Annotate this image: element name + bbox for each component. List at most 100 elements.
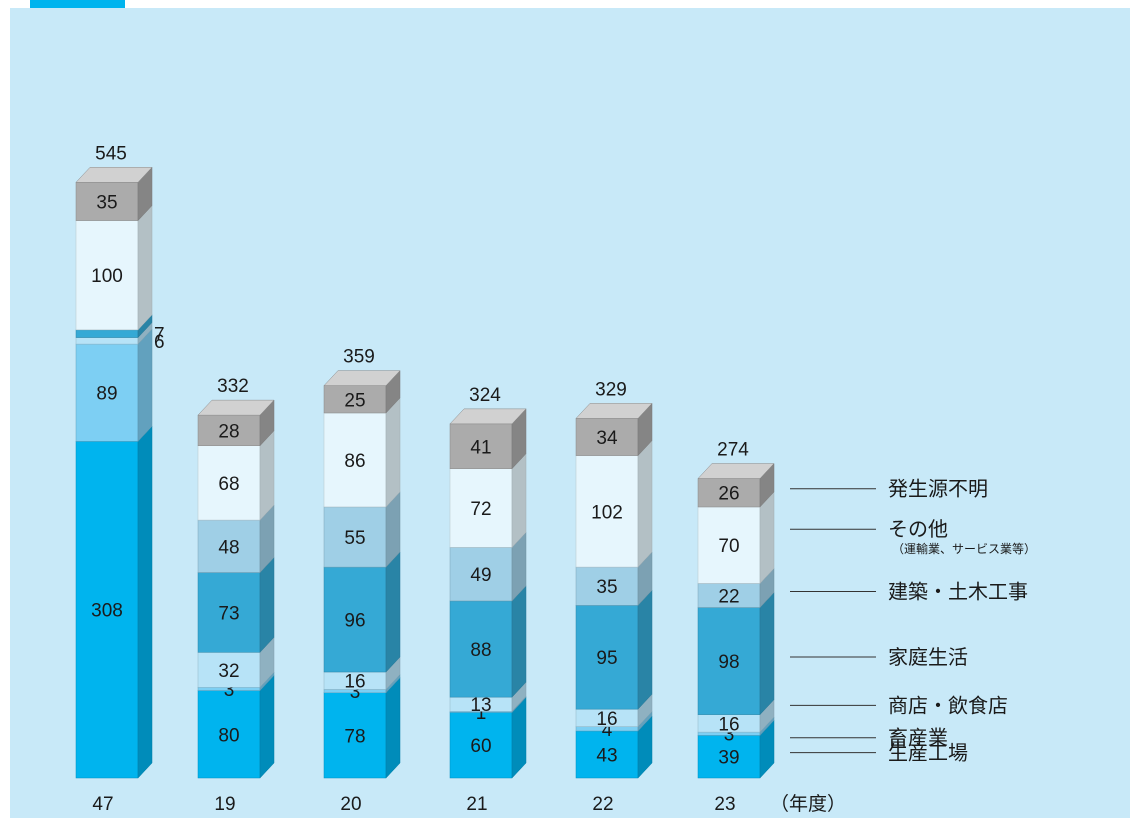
legend-label: 商店・飲食店 bbox=[888, 694, 1008, 717]
bar-segment-front bbox=[697, 506, 761, 584]
bar-total-label: 329 bbox=[595, 379, 627, 400]
x-tick-label: 47 bbox=[92, 794, 113, 815]
bar-value-label: 68 bbox=[218, 474, 239, 495]
legend-label: 畜産業 bbox=[888, 727, 948, 750]
bar-value-label: 55 bbox=[344, 528, 365, 549]
bar-segment: 72 bbox=[449, 453, 527, 549]
bar-segment-front bbox=[449, 600, 513, 698]
bar-value-label: 16 bbox=[344, 672, 365, 693]
bar-segment-front bbox=[449, 423, 513, 469]
bar-segment-front bbox=[75, 329, 139, 338]
bar-segment: 89 bbox=[75, 328, 153, 442]
bar-value-label: 3 bbox=[724, 725, 735, 746]
x-tick-label: 21 bbox=[466, 794, 487, 815]
bar-segment-top bbox=[575, 403, 653, 419]
x-unit-label: （年度） bbox=[770, 793, 846, 815]
bar-stack-22: 43 416 95 35 102 34 329 bbox=[575, 379, 653, 779]
bar-value-label: 41 bbox=[470, 437, 491, 458]
legend-sublabel: （運輸業、サービス業等） bbox=[892, 541, 1036, 556]
bar-value-label: 98 bbox=[718, 652, 739, 673]
bar-value-label: 88 bbox=[470, 640, 491, 661]
legend-label: 生産工場 bbox=[888, 742, 968, 765]
bar-segment-front bbox=[575, 418, 639, 456]
legend-item: 商店・飲食店 bbox=[790, 694, 1008, 717]
bar-segment-front bbox=[197, 572, 261, 653]
x-tick-label: 23 bbox=[714, 794, 735, 815]
bar-stack-47: 308 89 67 100 35 545 bbox=[75, 143, 165, 779]
bar-segment-front bbox=[323, 412, 387, 508]
bar-value-label: 13 bbox=[470, 695, 491, 716]
bar-segment-front bbox=[197, 690, 261, 779]
bar-value-label: 72 bbox=[470, 499, 491, 520]
bar-total-label: 332 bbox=[217, 376, 249, 397]
bar-value-label: 28 bbox=[218, 421, 239, 442]
bar-segment: 35 bbox=[75, 166, 153, 222]
bar-value-label: 100 bbox=[91, 266, 123, 287]
bar-value-label: 49 bbox=[470, 565, 491, 586]
bar-value-label: 22 bbox=[718, 586, 739, 607]
legend-label: 建築・土木工事 bbox=[888, 580, 1028, 603]
bar-value-label: 7 bbox=[154, 325, 165, 346]
bar-segment-top bbox=[75, 167, 153, 183]
bar-total-label: 274 bbox=[717, 440, 749, 461]
header-tab bbox=[30, 0, 125, 10]
bar-value-label: 102 bbox=[591, 502, 623, 523]
bar-segment-side bbox=[385, 677, 401, 779]
x-tick-label: 20 bbox=[340, 794, 361, 815]
bar-segment-front bbox=[449, 712, 513, 779]
legend-item: 発生源不明 bbox=[790, 478, 988, 501]
bar-segment-side bbox=[259, 674, 275, 779]
bar-segment-side bbox=[259, 430, 275, 521]
bar-segment-side bbox=[137, 425, 153, 779]
bar-segment: 88 bbox=[449, 585, 527, 698]
x-tick-label: 19 bbox=[214, 794, 235, 815]
bar-value-label: 78 bbox=[344, 726, 365, 747]
bar-segment: 96 bbox=[323, 551, 401, 673]
bar-segment-top bbox=[197, 399, 275, 416]
bar-segment-front bbox=[575, 566, 639, 606]
bar-segment: 26 bbox=[697, 462, 775, 508]
bar-segment-front bbox=[449, 547, 513, 602]
legend-item: 生産工場 bbox=[790, 742, 968, 765]
bar-segment: 86 bbox=[323, 397, 401, 508]
bar-segment-side bbox=[637, 589, 653, 710]
bar-segment-side bbox=[511, 453, 527, 549]
bar-segment-top bbox=[697, 463, 775, 479]
bar-segment: 25 bbox=[323, 369, 401, 414]
bar-value-label: 34 bbox=[596, 428, 618, 449]
bar-value-label: 48 bbox=[218, 537, 239, 558]
bar-value-label: 80 bbox=[218, 725, 239, 746]
bar-value-label: 89 bbox=[96, 384, 117, 405]
bar-segment: 28 bbox=[197, 399, 275, 447]
bar-segment-side bbox=[759, 591, 775, 716]
bar-stack-20: 78 316 96 55 86 25 359 bbox=[323, 347, 401, 779]
bar-segment-top bbox=[323, 370, 401, 386]
bar-segment-side bbox=[759, 491, 775, 585]
legend-item: 家庭生活 bbox=[790, 646, 968, 669]
bar-value-label: 60 bbox=[470, 736, 491, 757]
bar-segment-side bbox=[259, 556, 275, 653]
bar-stack-19: 80 332 73 48 68 28 332 bbox=[197, 376, 275, 779]
legend-item: その他（運輸業、サービス業等） bbox=[790, 518, 1036, 556]
bar-value-label: 35 bbox=[596, 577, 617, 598]
bar-value-label: 25 bbox=[344, 390, 365, 411]
bar-segment-side bbox=[385, 397, 401, 508]
bar-value-label: 3 bbox=[224, 680, 235, 701]
bar-value-label: 35 bbox=[96, 192, 117, 213]
bar-value-label: 39 bbox=[718, 748, 739, 769]
bar-segment: 80 bbox=[197, 674, 275, 779]
bar-value-label: 16 bbox=[718, 714, 739, 735]
bar-segment-side bbox=[137, 204, 153, 331]
bar-value-label: 3 bbox=[350, 682, 361, 703]
bar-segment-side bbox=[385, 551, 401, 673]
bar-value-label: 1 bbox=[476, 703, 487, 724]
bar-segment-side bbox=[137, 328, 153, 442]
bar-segment-front bbox=[323, 566, 387, 673]
bar-value-label: 86 bbox=[344, 451, 365, 472]
bar-segment: 102 bbox=[575, 439, 653, 568]
legend-label: 発生源不明 bbox=[888, 478, 988, 501]
bar-value-label: 26 bbox=[718, 484, 739, 505]
bar-segment-front bbox=[575, 455, 639, 568]
bar-value-label: 6 bbox=[154, 332, 165, 353]
